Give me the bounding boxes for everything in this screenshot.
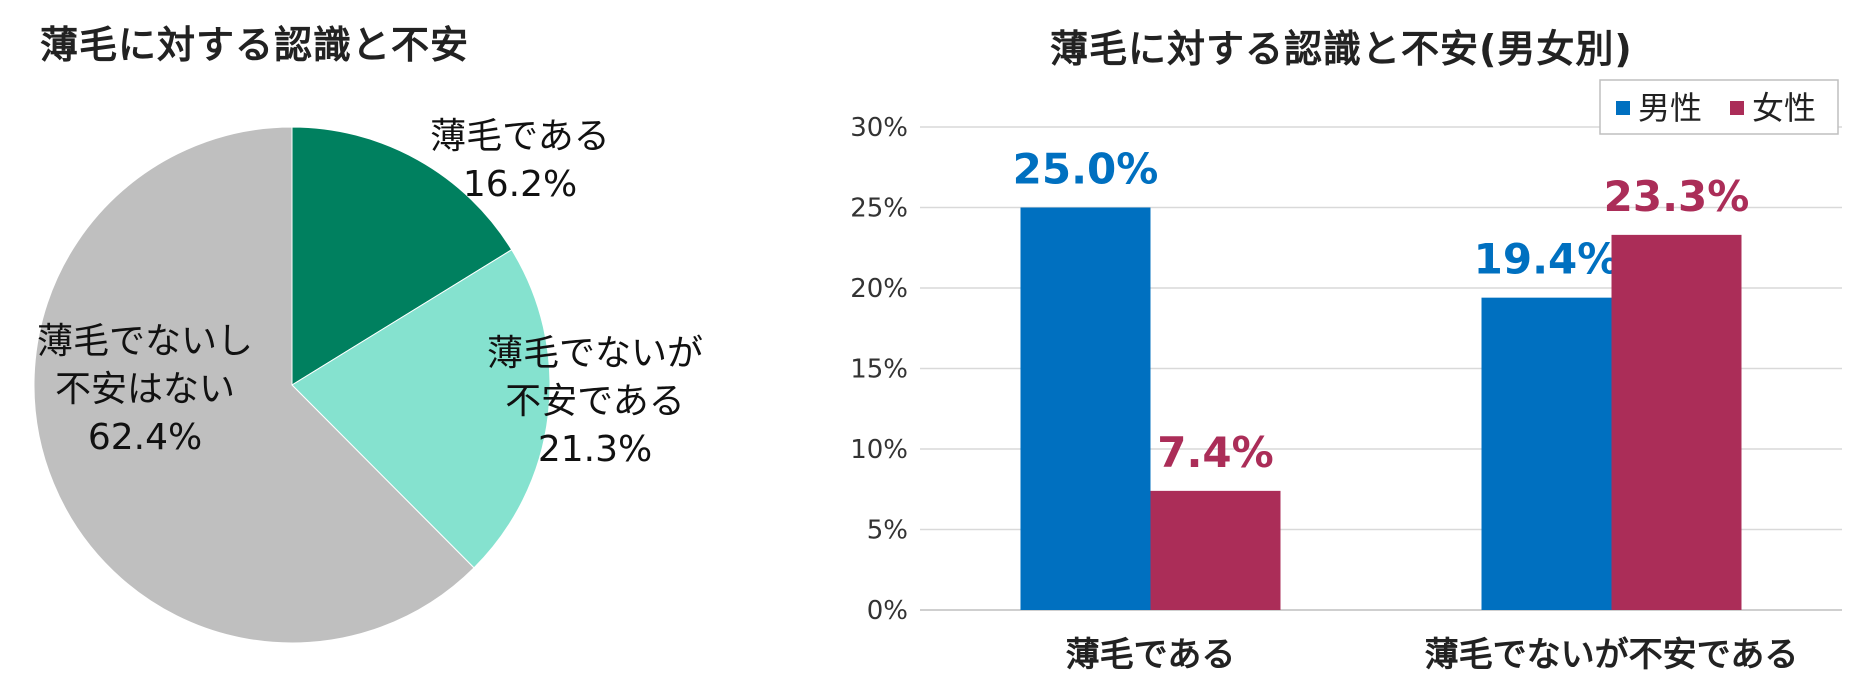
pie-slice-label-2: 不安はない bbox=[55, 369, 235, 410]
pie-slice-value-1: 21.3% bbox=[538, 429, 652, 470]
data-label: 19.4% bbox=[1474, 235, 1620, 284]
legend-swatch-0 bbox=[1616, 101, 1630, 115]
bar-male-1 bbox=[1481, 297, 1612, 610]
pie-chart-panel: 薄毛に対する認識と不安 薄毛である 16.2% 薄毛でないが 不安である 21.3% 薄毛… bbox=[0, 0, 830, 694]
pie-slice-label-1: 薄毛でないが bbox=[487, 333, 703, 374]
bar-chart: 0% 5% 10% 15% 20% 25% 30% 25.0% 7.4% 薄毛である 19.4% 23… bbox=[850, 79, 1842, 675]
y-tick-label: 0% bbox=[867, 596, 908, 626]
legend: 男性 女性 bbox=[1599, 79, 1839, 135]
legend-label-0: 男性 bbox=[1638, 89, 1702, 127]
y-tick-label: 5% bbox=[867, 516, 908, 546]
bar-female-0 bbox=[1150, 490, 1281, 610]
pie-slice-label-1: 不安である bbox=[505, 381, 685, 422]
x-category-label: 薄毛である bbox=[1066, 635, 1236, 675]
bar-chart-title: 薄毛に対する認識と不安(男女別) bbox=[1050, 27, 1633, 71]
pie-slice-value-2: 62.4% bbox=[88, 417, 202, 458]
pie-chart-title: 薄毛に対する認識と不安 bbox=[40, 23, 470, 67]
y-tick-label: 25% bbox=[850, 194, 908, 224]
y-tick-label: 20% bbox=[850, 274, 908, 304]
pie-slice-0 bbox=[291, 126, 513, 386]
y-tick-label: 15% bbox=[850, 355, 908, 385]
pie-slice-label-0: 薄毛である bbox=[430, 116, 610, 157]
legend-label-1: 女性 bbox=[1752, 89, 1816, 127]
bar-male-0 bbox=[1020, 207, 1151, 610]
legend-swatch-1 bbox=[1730, 101, 1744, 115]
bar-chart-panel: 薄毛に対する認識と不安(男女別) 0% 5% 10% 15% 20% 25% 30% 25.0… bbox=[830, 0, 1868, 694]
pie-slice-1 bbox=[291, 249, 551, 569]
data-label: 23.3% bbox=[1604, 172, 1750, 221]
data-label: 25.0% bbox=[1013, 145, 1159, 194]
pie-slice-2 bbox=[33, 126, 475, 644]
pie-slice-label-2: 薄毛でないし bbox=[37, 321, 253, 362]
x-category-label: 薄毛でないが不安である bbox=[1425, 635, 1799, 675]
pie-slice-value-0: 16.2% bbox=[463, 164, 577, 205]
y-tick-label: 30% bbox=[850, 113, 908, 143]
bar-female-1 bbox=[1611, 234, 1742, 610]
data-label: 7.4% bbox=[1157, 428, 1273, 477]
y-tick-label: 10% bbox=[850, 435, 908, 465]
